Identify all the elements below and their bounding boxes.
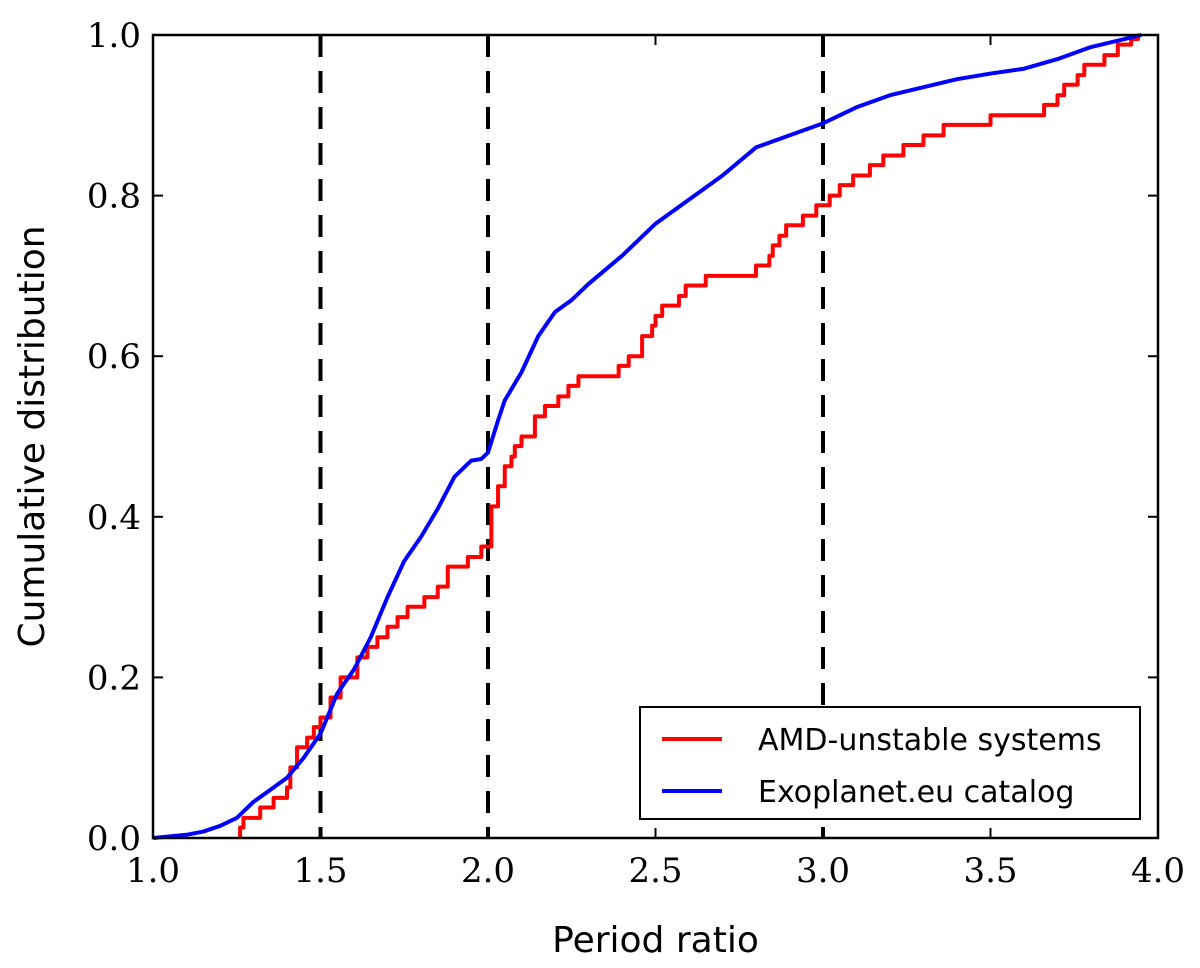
legend-label-amd: AMD-unstable systems xyxy=(758,723,1102,758)
x-tick-label: 3.0 xyxy=(796,851,850,891)
legend-label-exoplanet: Exoplanet.eu catalog xyxy=(758,775,1074,810)
x-tick-label: 1.5 xyxy=(293,851,347,891)
x-tick-label: 2.5 xyxy=(628,851,682,891)
legend-box xyxy=(639,706,1141,820)
x-tick-label: 2.0 xyxy=(461,851,515,891)
legend: AMD-unstable systems Exoplanet.eu catalo… xyxy=(639,706,1141,820)
y-tick-label: 0.0 xyxy=(87,819,141,859)
y-tick-label: 0.6 xyxy=(87,337,141,377)
tick-layer: 1.0 1.5 2.0 2.5 3.0 3.5 4.0 0.0 0.2 0.4 0.6 0.8 1.0 xyxy=(87,16,1185,891)
x-axis-title: Period ratio xyxy=(552,920,759,961)
y-tick-label: 1.0 xyxy=(87,16,141,56)
y-tick-label: 0.2 xyxy=(87,658,141,698)
y-tick-label: 0.8 xyxy=(87,177,141,217)
series-layer xyxy=(152,33,1142,840)
x-tick-label: 4.0 xyxy=(1131,851,1185,891)
x-tick-label: 3.5 xyxy=(963,851,1017,891)
y-tick-label: 0.4 xyxy=(87,498,141,538)
series-line-exoplanet-eu xyxy=(152,33,1142,840)
y-axis-title: Cumulative distribution xyxy=(12,225,53,647)
x-tick-label: 1.0 xyxy=(126,851,180,891)
vline-layer xyxy=(318,35,825,838)
